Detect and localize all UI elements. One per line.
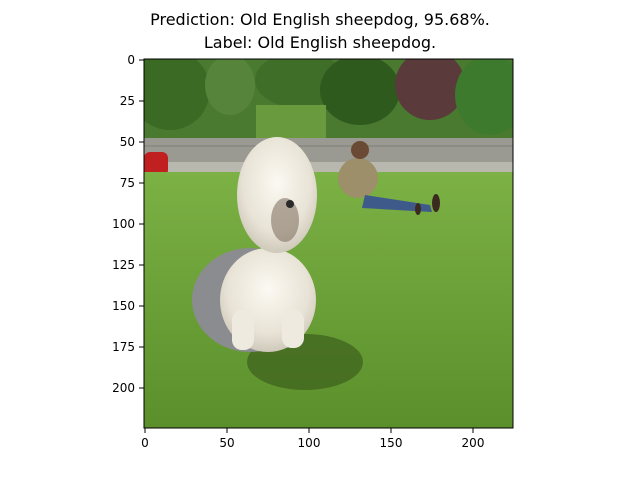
- y-tick-label: 0: [127, 53, 135, 67]
- y-tick-label: 175: [112, 340, 135, 354]
- x-axis: 0 50 100 150 200: [141, 428, 484, 450]
- photo-sheepdog-on-grass: [144, 59, 513, 428]
- x-tick-label: 200: [462, 436, 485, 450]
- y-tick-label: 75: [120, 176, 135, 190]
- y-tick-label: 125: [112, 258, 135, 272]
- axes-frame: [143, 58, 514, 429]
- y-tick-label: 150: [112, 299, 135, 313]
- x-tick-label: 150: [380, 436, 403, 450]
- y-tick-label: 50: [120, 135, 135, 149]
- y-tick-label: 200: [112, 381, 135, 395]
- y-axis: 0 25 50 75 100 125 150 175 200: [112, 53, 144, 395]
- label-title: Label: Old English sheepdog.: [203, 33, 437, 52]
- y-tick-label: 100: [112, 217, 135, 231]
- x-tick-label: 50: [219, 436, 234, 450]
- prediction-title: Prediction: Old English sheepdog, 95.68%…: [150, 10, 490, 29]
- x-tick-label: 0: [141, 436, 149, 450]
- y-tick-label: 25: [120, 94, 135, 108]
- x-tick-label: 100: [298, 436, 321, 450]
